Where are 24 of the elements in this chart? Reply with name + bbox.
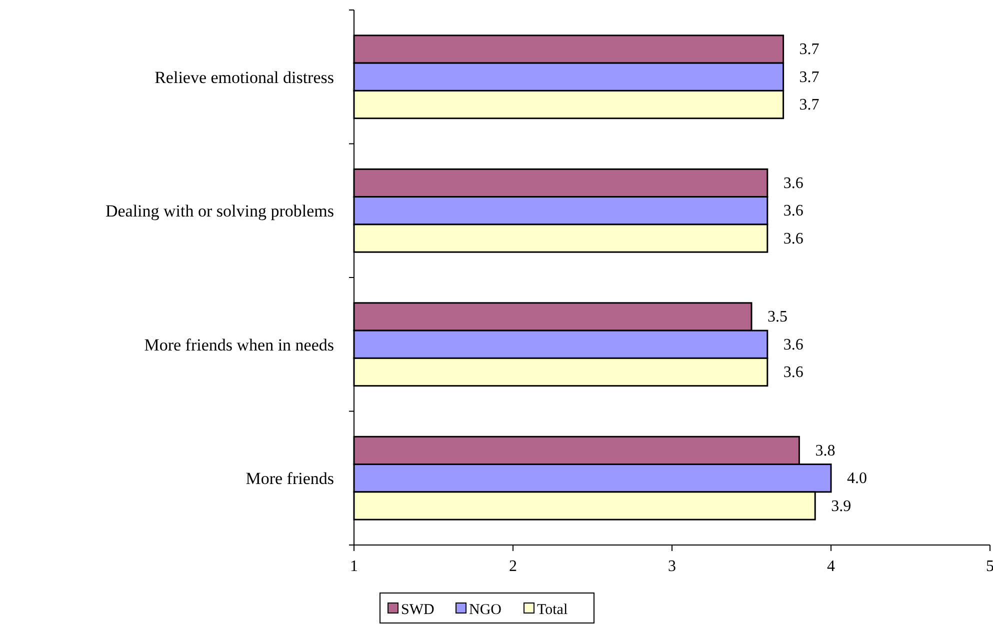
- x-tick-label: 3: [668, 558, 676, 575]
- data-label: 3.6: [783, 230, 804, 248]
- data-label: 3.9: [831, 498, 852, 515]
- legend-label: NGO: [469, 602, 502, 618]
- data-label: 3.8: [815, 442, 836, 460]
- x-tick-label: 5: [986, 558, 993, 575]
- y-tick-label: Dealing with or solving problems: [105, 202, 334, 221]
- x-tick-label: 4: [827, 558, 835, 575]
- data-label: 4.0: [847, 470, 867, 488]
- data-label: 3.7: [799, 68, 820, 86]
- legend-label: Total: [537, 602, 568, 618]
- legend-label: SWD: [401, 602, 434, 618]
- data-label: 3.6: [783, 336, 804, 354]
- data-label: 3.6: [783, 202, 804, 220]
- y-tick-label: More friends when in needs: [144, 335, 334, 354]
- y-tick-label: Relieve emotional distress: [154, 68, 334, 87]
- data-label: 3.7: [799, 41, 820, 58]
- x-tick-label: 2: [509, 558, 517, 575]
- data-label: 3.6: [783, 174, 804, 192]
- data-label: 3.5: [768, 308, 788, 326]
- data-label: 3.6: [783, 364, 804, 382]
- y-tick-label: More friends: [246, 469, 334, 488]
- x-tick-label: 1: [350, 558, 358, 575]
- data-label: 3.7: [799, 96, 820, 114]
